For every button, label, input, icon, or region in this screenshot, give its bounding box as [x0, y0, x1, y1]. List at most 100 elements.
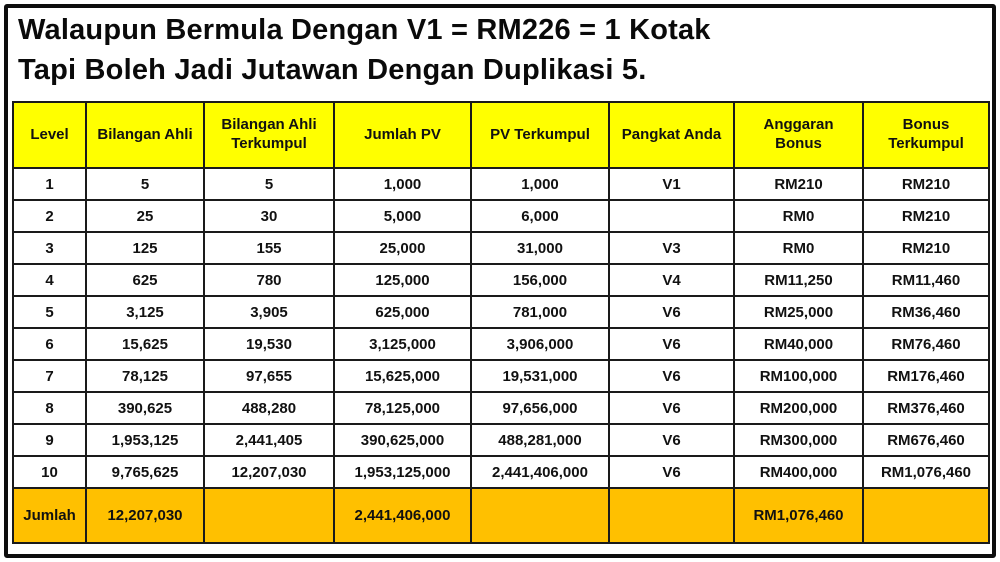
total-cell [862, 487, 990, 544]
table-cell: 1,953,125 [85, 423, 205, 457]
table-cell: RM11,250 [733, 263, 864, 297]
table-cell: 2 [12, 199, 87, 233]
table-cell: 15,625,000 [333, 359, 472, 393]
column-header: Bilangan Ahli [85, 101, 205, 169]
table-cell: 390,625 [85, 391, 205, 425]
table-cell: V6 [608, 295, 735, 329]
table-cell: 3 [12, 231, 87, 265]
table-cell: RM210 [862, 231, 990, 265]
column-header: Level [12, 101, 87, 169]
table-cell: RM400,000 [733, 455, 864, 489]
table-cell: 78,125,000 [333, 391, 472, 425]
table-row: 7 78,125 97,655 15,625,000 19,531,000 V6 RM100… [12, 359, 990, 393]
total-cell [470, 487, 610, 544]
column-header: Anggaran Bonus [733, 101, 864, 169]
table-cell: V6 [608, 455, 735, 489]
table-cell: RM36,460 [862, 295, 990, 329]
table-cell: 125 [85, 231, 205, 265]
table-cell: 8 [12, 391, 87, 425]
table-cell: 3,906,000 [470, 327, 610, 361]
table-cell: 488,280 [203, 391, 335, 425]
table-cell: 781,000 [470, 295, 610, 329]
total-cell: 12,207,030 [85, 487, 205, 544]
table-cell: 155 [203, 231, 335, 265]
table-cell: 97,655 [203, 359, 335, 393]
table-cell: 19,531,000 [470, 359, 610, 393]
table-row: 4 625 780 125,000 156,000 V4 RM11,250 RM11,460 [12, 263, 990, 297]
table-cell: V6 [608, 391, 735, 425]
table-cell: V3 [608, 231, 735, 265]
total-cell: Jumlah [12, 487, 87, 544]
table-row: 8 390,625 488,280 78,125,000 97,656,000 V6 RM2… [12, 391, 990, 425]
table-cell: V6 [608, 327, 735, 361]
table-cell: 6,000 [470, 199, 610, 233]
table-row: 9 1,953,125 2,441,405 390,625,000 488,281,00… [12, 423, 990, 457]
table-cell: 97,656,000 [470, 391, 610, 425]
table-cell: 12,207,030 [203, 455, 335, 489]
table-cell: V6 [608, 359, 735, 393]
table-cell: 78,125 [85, 359, 205, 393]
table-cell: 5 [12, 295, 87, 329]
total-cell [203, 487, 335, 544]
table-cell: RM210 [733, 167, 864, 201]
table-cell: 31,000 [470, 231, 610, 265]
table-cell: 3,125 [85, 295, 205, 329]
table-cell: RM300,000 [733, 423, 864, 457]
table-cell: 9,765,625 [85, 455, 205, 489]
table-cell: 1 [12, 167, 87, 201]
table-header-row: Level Bilangan Ahli Bilangan Ahli Terkumpu… [12, 101, 990, 169]
duplication-table: Level Bilangan Ahli Bilangan Ahli Terkumpu… [12, 101, 990, 544]
table-cell: RM76,460 [862, 327, 990, 361]
slide-title: Walaupun Bermula Dengan V1 = RM226 = 1 K… [18, 10, 968, 90]
table-cell: RM176,460 [862, 359, 990, 393]
table-cell: 25,000 [333, 231, 472, 265]
duplication-table-container: Level Bilangan Ahli Bilangan Ahli Terkumpu… [12, 101, 990, 544]
table-cell: 3,125,000 [333, 327, 472, 361]
table-cell: 488,281,000 [470, 423, 610, 457]
table-cell: 4 [12, 263, 87, 297]
table-cell: 19,530 [203, 327, 335, 361]
table-body: 1 5 5 1,000 1,000 V1 RM210 RM210 2 25 30 5,000 6,000… [12, 167, 990, 489]
column-header: Jumlah PV [333, 101, 472, 169]
table-cell: 5 [203, 167, 335, 201]
table-cell: 1,953,125,000 [333, 455, 472, 489]
title-line-1: Walaupun Bermula Dengan V1 = RM226 = 1 K… [18, 14, 711, 46]
table-cell: 625,000 [333, 295, 472, 329]
table-total-row: Jumlah 12,207,030 2,441,406,000 RM1,076,460 [12, 487, 990, 544]
table-cell: RM676,460 [862, 423, 990, 457]
column-header: Bilangan Ahli Terkumpul [203, 101, 335, 169]
table-row: 3 125 155 25,000 31,000 V3 RM0 RM210 [12, 231, 990, 265]
total-cell: 2,441,406,000 [333, 487, 472, 544]
table-cell: 9 [12, 423, 87, 457]
table-cell: V1 [608, 167, 735, 201]
table-row: 6 15,625 19,530 3,125,000 3,906,000 V6 RM40,00… [12, 327, 990, 361]
table-cell: RM0 [733, 199, 864, 233]
table-cell: 3,905 [203, 295, 335, 329]
table-cell: V6 [608, 423, 735, 457]
table-cell: RM11,460 [862, 263, 990, 297]
table-cell: 2,441,405 [203, 423, 335, 457]
table-cell: 30 [203, 199, 335, 233]
table-cell: RM200,000 [733, 391, 864, 425]
table-cell: 5 [85, 167, 205, 201]
table-cell: RM100,000 [733, 359, 864, 393]
table-cell: 780 [203, 263, 335, 297]
total-cell: RM1,076,460 [733, 487, 864, 544]
table-cell: RM210 [862, 167, 990, 201]
column-header: Bonus Terkumpul [862, 101, 990, 169]
table-cell: 10 [12, 455, 87, 489]
table-cell: 1,000 [333, 167, 472, 201]
table-cell: 125,000 [333, 263, 472, 297]
column-header: Pangkat Anda [608, 101, 735, 169]
table-cell: RM376,460 [862, 391, 990, 425]
table-row: 5 3,125 3,905 625,000 781,000 V6 RM25,000 RM36,… [12, 295, 990, 329]
title-line-2: Tapi Boleh Jadi Jutawan Dengan Duplikasi… [18, 54, 647, 87]
table-cell [608, 199, 735, 233]
table-cell: 156,000 [470, 263, 610, 297]
table-cell: RM1,076,460 [862, 455, 990, 489]
table-row: 2 25 30 5,000 6,000 RM0 RM210 [12, 199, 990, 233]
table-cell: RM210 [862, 199, 990, 233]
table-cell: 7 [12, 359, 87, 393]
total-cell [608, 487, 735, 544]
